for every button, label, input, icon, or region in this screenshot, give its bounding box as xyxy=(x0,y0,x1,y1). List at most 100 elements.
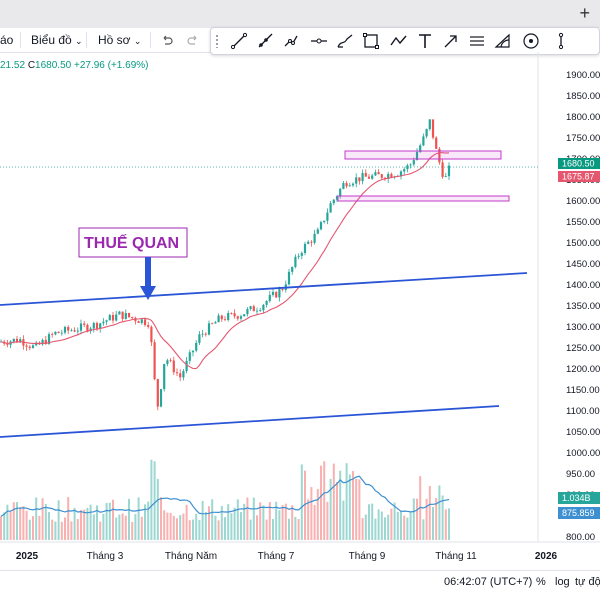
tariff-annotation-box[interactable] xyxy=(78,227,188,258)
volume-bar xyxy=(291,505,294,540)
auto-scale-toggle[interactable]: tự độn xyxy=(575,576,600,588)
candle-body xyxy=(297,255,300,257)
lower-trendline[interactable] xyxy=(0,405,500,438)
candle-body xyxy=(390,173,393,178)
text-icon[interactable] xyxy=(415,31,435,51)
volume-bar xyxy=(134,514,137,540)
candle-body xyxy=(211,323,214,325)
chart-menu-button[interactable]: Biểu đồ ⌄ xyxy=(31,28,83,52)
volume-bar xyxy=(102,513,105,540)
toolbar-divider xyxy=(150,32,151,48)
volume-bar xyxy=(384,517,386,540)
candle-body xyxy=(316,229,319,234)
volume-bar xyxy=(323,461,326,540)
ray-icon[interactable] xyxy=(255,31,275,51)
volume-bar xyxy=(416,498,418,540)
volume-bar xyxy=(336,482,338,540)
volume-bar xyxy=(25,510,28,540)
volume-bar xyxy=(233,507,236,540)
volume-bar xyxy=(313,504,316,540)
volume-bar xyxy=(377,509,380,540)
volume-bar xyxy=(92,514,95,540)
volume-bar xyxy=(300,464,303,540)
legend-change: +27.96 (+1.69%) xyxy=(73,60,149,71)
candle-body xyxy=(326,212,329,221)
profile-menu-button[interactable]: Hồ sơ ⌄ xyxy=(98,28,141,52)
parallel-channel-icon[interactable] xyxy=(467,31,487,51)
candle-body xyxy=(188,352,191,361)
arc-icon[interactable] xyxy=(493,31,513,51)
fib-icon[interactable] xyxy=(281,31,301,51)
candle-body xyxy=(412,160,415,165)
candle-body xyxy=(73,330,76,332)
candle-body xyxy=(102,321,105,324)
volume-bar xyxy=(329,478,332,540)
drag-handle-icon[interactable] xyxy=(215,34,219,48)
candle-body xyxy=(249,306,252,310)
percent-scale-toggle[interactable]: % xyxy=(536,576,546,588)
volume-bar xyxy=(32,516,34,540)
volume-bar xyxy=(448,508,450,540)
circle-target-icon[interactable] xyxy=(521,31,541,51)
volume-bar xyxy=(0,516,2,540)
legend-close-label: C xyxy=(27,60,36,71)
time-tick-label: 2025 xyxy=(16,551,39,562)
price-tick-label: 800.00 xyxy=(566,532,595,543)
path-icon[interactable] xyxy=(389,31,409,51)
upper-trendline[interactable] xyxy=(0,272,528,306)
clock-timezone-button[interactable]: 06:42:07 (UTC+7) xyxy=(444,576,533,588)
volume-bar xyxy=(41,498,44,540)
candle-body xyxy=(207,323,211,335)
support-zone[interactable] xyxy=(337,195,510,202)
candle-body xyxy=(355,177,358,184)
volume-bar xyxy=(272,519,274,540)
rectangle-icon[interactable] xyxy=(361,31,381,51)
chart-menu-label: Biểu đồ xyxy=(31,33,72,47)
toolbar-cut-item[interactable]: áo xyxy=(0,33,14,47)
volume-bar xyxy=(118,514,121,540)
candle-body xyxy=(339,188,342,197)
candle-body xyxy=(47,334,51,344)
volume-bar xyxy=(70,521,73,540)
time-tick-label: Tháng Năm xyxy=(165,551,217,562)
last-price-badge xyxy=(558,158,600,169)
candle-body xyxy=(441,162,444,177)
candle-body xyxy=(275,291,278,298)
candle-body xyxy=(307,241,310,244)
volume-bar xyxy=(124,515,127,540)
volume-bar xyxy=(332,463,335,540)
vertical-line-icon[interactable] xyxy=(551,31,571,51)
volume-bar xyxy=(172,515,175,540)
time-axis[interactable]: 2025 Tháng 3 Tháng Năm Tháng 7 Tháng 9 Tháng … xyxy=(16,551,558,562)
brush-icon[interactable] xyxy=(335,31,355,51)
candle-body xyxy=(111,315,115,321)
undo-icon[interactable] xyxy=(160,33,174,57)
volume-bar xyxy=(403,515,406,540)
volume-bar xyxy=(44,503,47,540)
redo-icon[interactable] xyxy=(186,33,200,57)
trend-line-icon[interactable] xyxy=(229,31,249,51)
candle-body xyxy=(313,233,316,243)
candle-body xyxy=(239,316,243,319)
log-scale-toggle[interactable]: log xyxy=(555,576,570,588)
tariff-annotation-text: THUẾ QUAN xyxy=(84,233,179,252)
price-chart[interactable]: THUẾ QUAN 1900.001850.001800.001750.0017… xyxy=(0,52,600,570)
volume-bar xyxy=(326,501,329,540)
candle-body xyxy=(76,330,79,332)
volume-bar xyxy=(57,500,60,540)
price-tick-label: 1100.00 xyxy=(566,406,600,417)
horizontal-line-icon[interactable] xyxy=(309,31,329,51)
arrow-icon[interactable] xyxy=(441,31,461,51)
resistance-zone[interactable] xyxy=(344,150,502,160)
volume-bar xyxy=(352,471,354,540)
volume-bar xyxy=(217,520,220,540)
candle-body xyxy=(185,360,188,372)
new-tab-plus-icon[interactable]: + xyxy=(579,3,590,23)
price-scale[interactable]: 1900.001850.001800.001750.001700.001650.… xyxy=(566,70,600,543)
candle-body xyxy=(428,119,431,130)
candle-body xyxy=(262,304,265,311)
candle-body xyxy=(345,183,348,187)
volume-bar xyxy=(294,516,297,540)
volume-bar xyxy=(121,513,124,540)
volume-bar xyxy=(115,517,118,540)
